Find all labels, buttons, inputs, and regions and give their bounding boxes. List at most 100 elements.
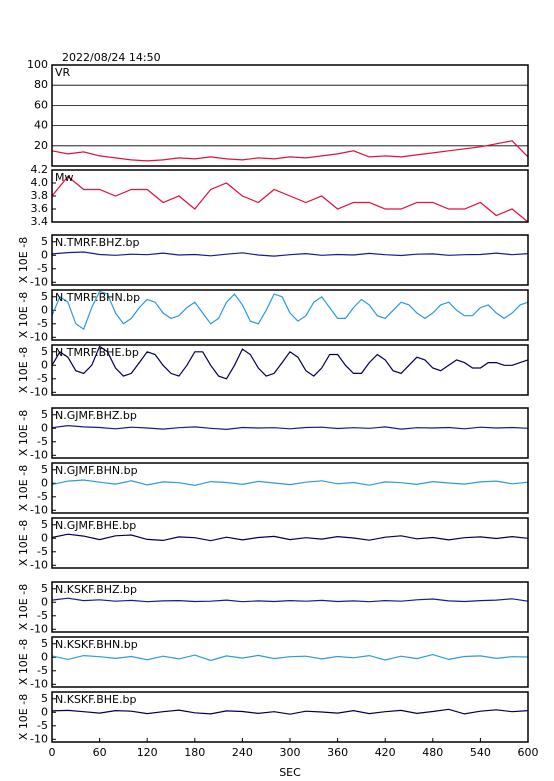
y-tick-label: -10 [30,732,48,745]
trace [51,345,529,380]
y-axis-label: X 10E -8 [17,347,30,393]
y-tick-label: 4.2 [31,163,49,176]
panel-label: N.TMRF.BHE.bp [55,346,139,359]
trace [51,533,529,542]
y-tick-label: -5 [37,435,48,448]
y-tick-label: 4.0 [31,176,49,189]
chart-title: 2022/08/24 14:50 [62,51,161,64]
y-tick-label: 5 [41,408,48,421]
y-tick-label: -10 [30,275,48,288]
y-tick-label: -10 [30,677,48,690]
panel-label: N.KSKF.BHN.bp [55,638,138,651]
panel-label: N.TMRF.BHZ.bp [55,236,139,249]
y-tick-label: 5 [41,345,48,358]
y-tick-label: 0 [41,531,48,544]
panel-label: N.GJMF.BHZ.bp [55,409,137,422]
y-tick-label: 0 [41,303,48,316]
x-tick-label: 420 [375,746,396,759]
trace [51,424,529,431]
x-tick-label: 240 [232,746,253,759]
y-axis-label: X 10E -8 [17,694,30,740]
y-tick-label: 0 [41,476,48,489]
y-tick-label: 0 [41,705,48,718]
y-tick-label: -5 [37,317,48,330]
panel-label: N.TMRF.BHN.bp [55,291,140,304]
panel-label: Mw [55,171,74,184]
panel-frame [51,344,529,396]
y-tick-label: 3.6 [31,202,49,215]
x-tick-label: 480 [422,746,443,759]
trace [51,653,529,662]
x-tick-label: 60 [93,746,107,759]
trace [51,597,529,603]
y-tick-label: 20 [34,139,48,152]
y-tick-label: -5 [37,664,48,677]
y-tick-label: 80 [34,78,48,91]
y-axis-label: X 10E -8 [17,237,30,283]
x-tick-label: 600 [518,746,539,759]
y-axis-label: X 10E -8 [17,465,30,511]
y-tick-label: -10 [30,558,48,571]
y-tick-label: -5 [37,490,48,503]
panel-label: N.KSKF.BHZ.bp [55,583,137,596]
x-axis-label: SEC [279,766,301,779]
y-tick-label: 0 [41,650,48,663]
y-tick-label: 5 [41,235,48,248]
y-tick-label: -10 [30,385,48,398]
y-tick-label: 3.4 [31,215,49,228]
y-axis-label: X 10E -8 [17,639,30,685]
y-tick-label: -10 [30,448,48,461]
trace [51,251,529,257]
y-tick-label: -10 [30,503,48,516]
y-axis-label: X 10E -8 [17,520,30,566]
y-tick-label: -5 [37,719,48,732]
y-tick-label: -5 [37,545,48,558]
trace [51,708,529,715]
x-tick-label: 180 [184,746,205,759]
x-tick-label: 0 [49,746,56,759]
y-tick-label: 0 [41,595,48,608]
y-tick-label: 100 [27,58,48,71]
panel-frame [51,517,529,569]
y-tick-label: 5 [41,692,48,705]
trace [51,175,529,223]
trace [51,140,529,162]
y-tick-label: 0 [41,358,48,371]
y-tick-label: 5 [41,463,48,476]
panel-frame [51,169,529,223]
x-tick-label: 120 [137,746,158,759]
y-tick-label: 0 [41,248,48,261]
y-tick-label: 5 [41,290,48,303]
panel-label: VR [55,66,71,79]
y-tick-label: 5 [41,518,48,531]
panel-frame [51,462,529,514]
panel-frame [51,289,529,341]
y-tick-label: -10 [30,330,48,343]
panel-label: N.KSKF.BHE.bp [55,693,136,706]
y-axis-label: X 10E -8 [17,292,30,338]
trace [51,290,529,331]
x-tick-label: 360 [327,746,348,759]
y-tick-label: 5 [41,582,48,595]
panel-frame [51,64,529,167]
panel-frame [51,407,529,459]
y-tick-label: -5 [37,262,48,275]
y-tick-label: 0 [41,421,48,434]
panel-frame [51,234,529,286]
panel-label: N.GJMF.BHE.bp [55,519,136,532]
x-tick-label: 300 [280,746,301,759]
panel-label: N.GJMF.BHN.bp [55,464,138,477]
y-tick-label: 40 [34,119,48,132]
panel-frame [51,581,529,633]
y-tick-label: -5 [37,609,48,622]
y-tick-label: 3.8 [31,189,49,202]
y-axis-label: X 10E -8 [17,584,30,630]
y-axis-label: X 10E -8 [17,410,30,456]
x-tick-label: 540 [470,746,491,759]
y-tick-label: 60 [34,98,48,111]
y-tick-label: 5 [41,637,48,650]
y-tick-label: -10 [30,622,48,635]
trace [51,479,529,487]
